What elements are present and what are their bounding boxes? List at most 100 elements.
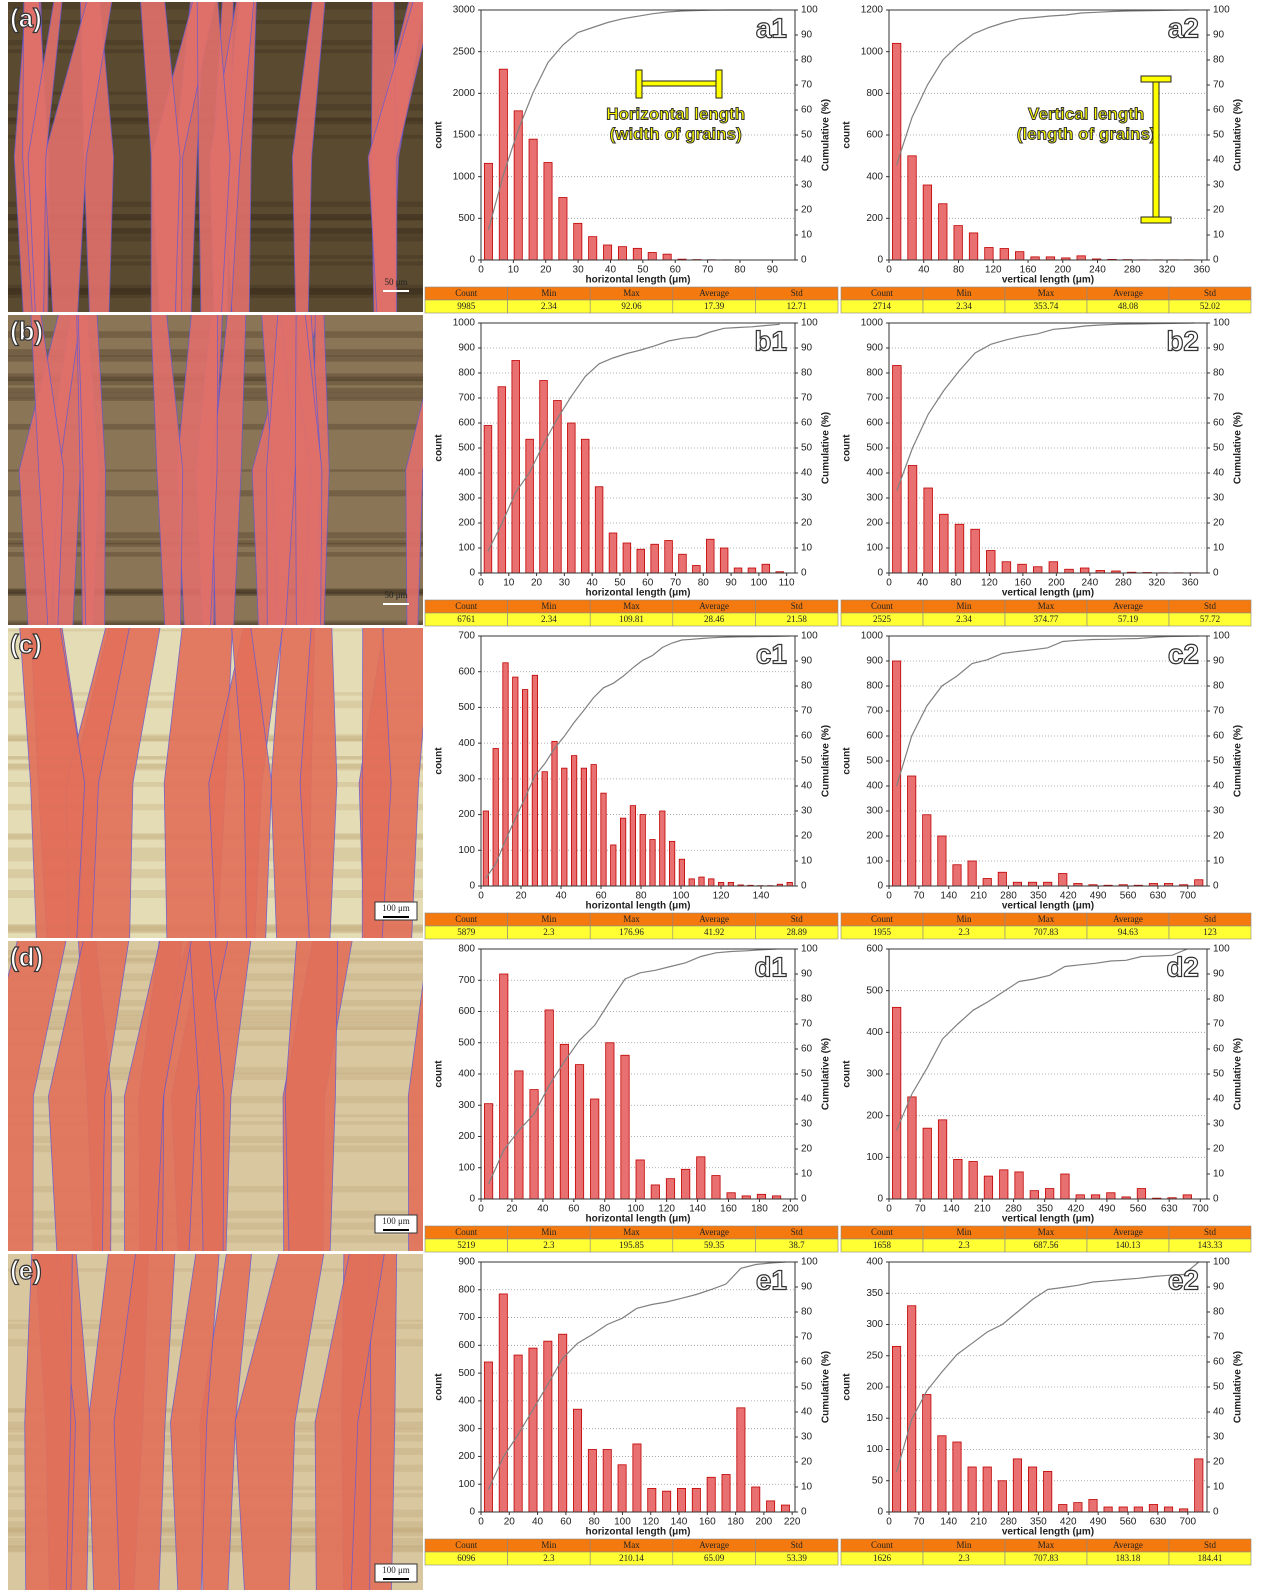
table-header: Max [623,914,640,924]
table-value: 9985 [457,301,476,311]
bar [1106,1192,1116,1200]
y-tick-label: 300 [866,1319,883,1330]
plot-frame [888,635,1208,887]
y-tick-label: 100 [458,543,475,554]
y2-tick-label: 10 [1213,230,1225,241]
bar [610,844,617,887]
y2-tick-label: 20 [801,1144,813,1155]
x-tick-label: 70 [702,265,714,276]
bar [938,203,948,261]
bar [708,878,715,887]
table-cell [1168,299,1252,314]
y-tick-label: 600 [866,130,883,141]
y2-tick-label: 30 [1213,180,1225,191]
y-tick-label: 100 [866,1152,883,1163]
table-cell [755,1238,839,1253]
y2-axis-label: Cumulative (%) [1233,1351,1244,1423]
y-tick-label: 50 [872,1475,884,1486]
y-tick-label: 400 [866,468,883,479]
bar [747,567,757,574]
table-value: 2.3 [958,1240,970,1250]
bar [1182,1194,1192,1200]
table-header: Max [623,1540,640,1550]
y2-tick-label: 10 [1213,856,1225,867]
y2-tick-label: 50 [1213,130,1225,141]
bar [1015,251,1025,261]
bar [605,1042,615,1200]
table-value: 1658 [873,1240,892,1250]
x-tick-label: 80 [953,265,965,276]
bar [1027,1466,1038,1513]
dimension-cap [635,69,643,99]
x-tick-label: 40 [532,1517,544,1528]
bar [937,835,947,887]
table-value: 2.34 [541,301,557,311]
x-tick-label: 40 [587,578,599,589]
y-tick-label: 600 [458,666,475,677]
table-header: Min [956,601,972,611]
y-tick-label: 500 [458,702,475,713]
x-tick-label: 30 [573,265,585,276]
y-tick-label: 150 [866,1413,883,1424]
grain [27,2,63,312]
grain [314,1254,385,1590]
table-header: Std [791,288,804,298]
x-tick-label: 90 [726,578,738,589]
table-value: 2.3 [543,1553,555,1563]
bar [982,878,992,887]
y2-tick-label: 0 [801,255,807,266]
grain [189,941,225,1251]
bar [543,162,553,261]
y2-tick-label: 0 [1213,568,1219,579]
y-tick-label: 900 [866,343,883,354]
bar [1079,567,1090,574]
y2-tick-label: 70 [801,393,813,404]
table-cell [1168,1551,1252,1566]
y2-tick-label: 90 [801,30,813,41]
y-tick-label: 100 [866,856,883,867]
table-header: Std [1204,914,1217,924]
table-header: Average [1113,1227,1143,1237]
x-tick-label: 120 [981,578,998,589]
y-tick-label: 0 [877,1194,883,1205]
bar [665,1178,676,1200]
y2-tick-label: 80 [801,55,813,66]
table-value: 57.19 [1118,614,1139,624]
bar [574,1064,585,1200]
y2-tick-label: 90 [1213,969,1225,980]
dimension-cap [1140,75,1172,83]
y2-axis-label: Cumulative (%) [821,99,832,171]
bar [727,882,734,887]
x-tick-label: 220 [784,1517,801,1528]
table-value: 184.41 [1198,1553,1223,1563]
y2-tick-label: 10 [1213,543,1225,554]
table-cell [1168,1238,1252,1253]
bar [907,465,918,574]
chart-label: c2 [1168,638,1199,669]
x-tick-label: 20 [531,578,543,589]
table-value: 6096 [457,1553,476,1563]
bar [982,1466,992,1513]
x-tick-label: 140 [940,1517,957,1528]
bar [622,542,632,574]
micrograph-content [8,1254,423,1590]
y2-tick-label: 70 [801,1332,813,1343]
y2-tick-label: 40 [1213,1094,1225,1105]
bar [1088,1499,1098,1513]
y2-tick-label: 80 [801,1307,813,1318]
panel-label: (b) [10,316,43,346]
table-header: Min [956,1540,972,1550]
y-tick-label: 500 [866,756,883,767]
table-value: 28.46 [704,614,725,624]
bar [632,1443,642,1513]
bar [1012,881,1022,887]
table-value: 707.83 [1034,1553,1059,1563]
x-tick-label: 490 [1090,891,1107,902]
x-tick-label: 630 [1150,891,1167,902]
table-value: 57.72 [1200,614,1220,624]
y2-tick-label: 90 [1213,343,1225,354]
x-axis-label: horizontal length (μm) [586,901,691,912]
x-tick-label: 210 [970,1517,987,1528]
chart-label: e1 [756,1264,787,1295]
plot-frame [480,9,796,261]
